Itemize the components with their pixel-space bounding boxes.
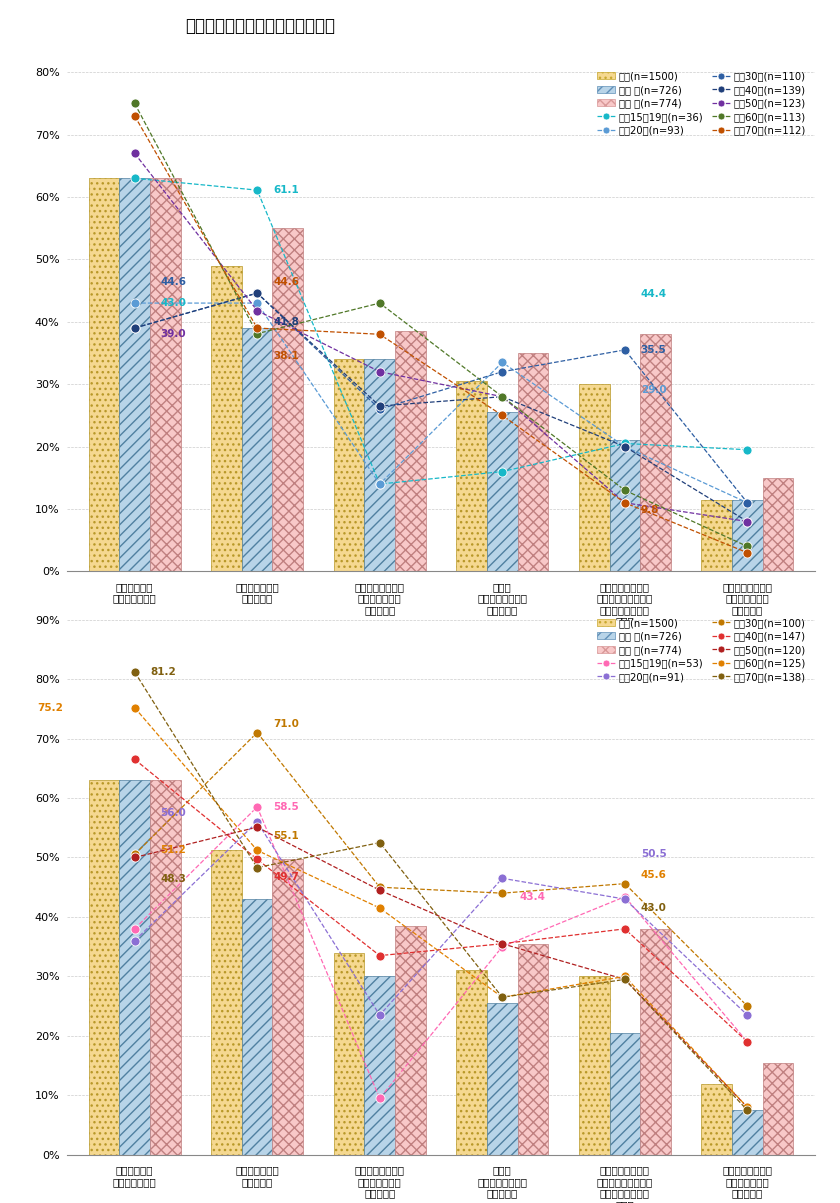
Bar xyxy=(732,499,763,571)
Text: 48.3: 48.3 xyxy=(160,875,186,884)
Text: 51.2: 51.2 xyxy=(160,846,186,855)
Bar xyxy=(456,381,487,571)
Bar xyxy=(211,266,242,571)
Text: 43.4: 43.4 xyxy=(519,891,545,902)
Bar xyxy=(150,781,181,1155)
Text: 58.5: 58.5 xyxy=(273,802,299,812)
Bar xyxy=(211,851,242,1155)
Text: 81.2: 81.2 xyxy=(150,666,176,677)
Bar xyxy=(640,929,671,1155)
Bar xyxy=(365,360,395,571)
Text: 61.1: 61.1 xyxy=(273,185,299,195)
Bar xyxy=(272,229,303,571)
Bar xyxy=(701,499,732,571)
Bar xyxy=(365,977,395,1155)
Legend: 全体(n=1500), 男性 計(n=726), 女性 計(n=774), 女性15～19歳(n=53), 女性20代(n=91), 女性30代(n=100),: 全体(n=1500), 男性 計(n=726), 女性 計(n=774), 女性… xyxy=(593,614,810,686)
Bar xyxy=(89,781,119,1155)
Text: 35.5: 35.5 xyxy=(641,345,666,355)
Bar xyxy=(763,478,793,571)
Text: 56.0: 56.0 xyxy=(160,808,186,818)
Text: 45.6: 45.6 xyxy=(641,870,667,879)
Bar xyxy=(517,943,549,1155)
Bar xyxy=(579,977,610,1155)
Bar xyxy=(732,1110,763,1155)
Text: 44.4: 44.4 xyxy=(641,290,667,300)
Bar xyxy=(487,1003,517,1155)
Bar xyxy=(89,178,119,571)
Text: 55.1: 55.1 xyxy=(273,831,299,841)
Bar xyxy=(395,331,426,571)
Text: 50.5: 50.5 xyxy=(641,849,666,859)
Bar xyxy=(272,859,303,1155)
Text: 43.0: 43.0 xyxy=(160,298,186,308)
Bar xyxy=(610,1033,640,1155)
Bar xyxy=(333,360,365,571)
Bar xyxy=(119,781,150,1155)
Bar xyxy=(242,328,272,571)
Text: 38.1: 38.1 xyxy=(273,350,299,361)
Bar xyxy=(579,384,610,571)
Text: 44.6: 44.6 xyxy=(160,277,186,286)
Bar xyxy=(640,334,671,571)
Bar xyxy=(701,1084,732,1155)
Bar xyxy=(150,178,181,571)
Text: 41.8: 41.8 xyxy=(273,316,299,327)
Text: 49.7: 49.7 xyxy=(273,872,299,882)
Bar xyxy=(119,178,150,571)
Text: 29.0: 29.0 xyxy=(641,385,666,396)
Bar xyxy=(763,1062,793,1155)
Bar xyxy=(517,352,549,571)
Bar xyxy=(333,953,365,1155)
Bar xyxy=(456,971,487,1155)
Text: 75.2: 75.2 xyxy=(38,703,64,712)
Legend: 全体(n=1500), 男性 計(n=726), 女性 計(n=774), 男性15～19歳(n=36), 男性20代(n=93), 男性30代(n=110),: 全体(n=1500), 男性 計(n=726), 女性 計(n=774), 男性… xyxy=(593,67,810,140)
Text: 71.0: 71.0 xyxy=(273,718,299,729)
Bar xyxy=(242,899,272,1155)
Text: 44.6: 44.6 xyxy=(273,277,299,286)
Text: 9.8: 9.8 xyxy=(641,505,659,515)
Text: 39.0: 39.0 xyxy=(160,330,186,339)
Bar xyxy=(395,926,426,1155)
Bar xyxy=(487,413,517,571)
Bar xyxy=(610,440,640,571)
Text: おやつ・間食に関する行動・習慣: おやつ・間食に関する行動・習慣 xyxy=(186,18,335,35)
Text: 43.0: 43.0 xyxy=(641,903,667,913)
